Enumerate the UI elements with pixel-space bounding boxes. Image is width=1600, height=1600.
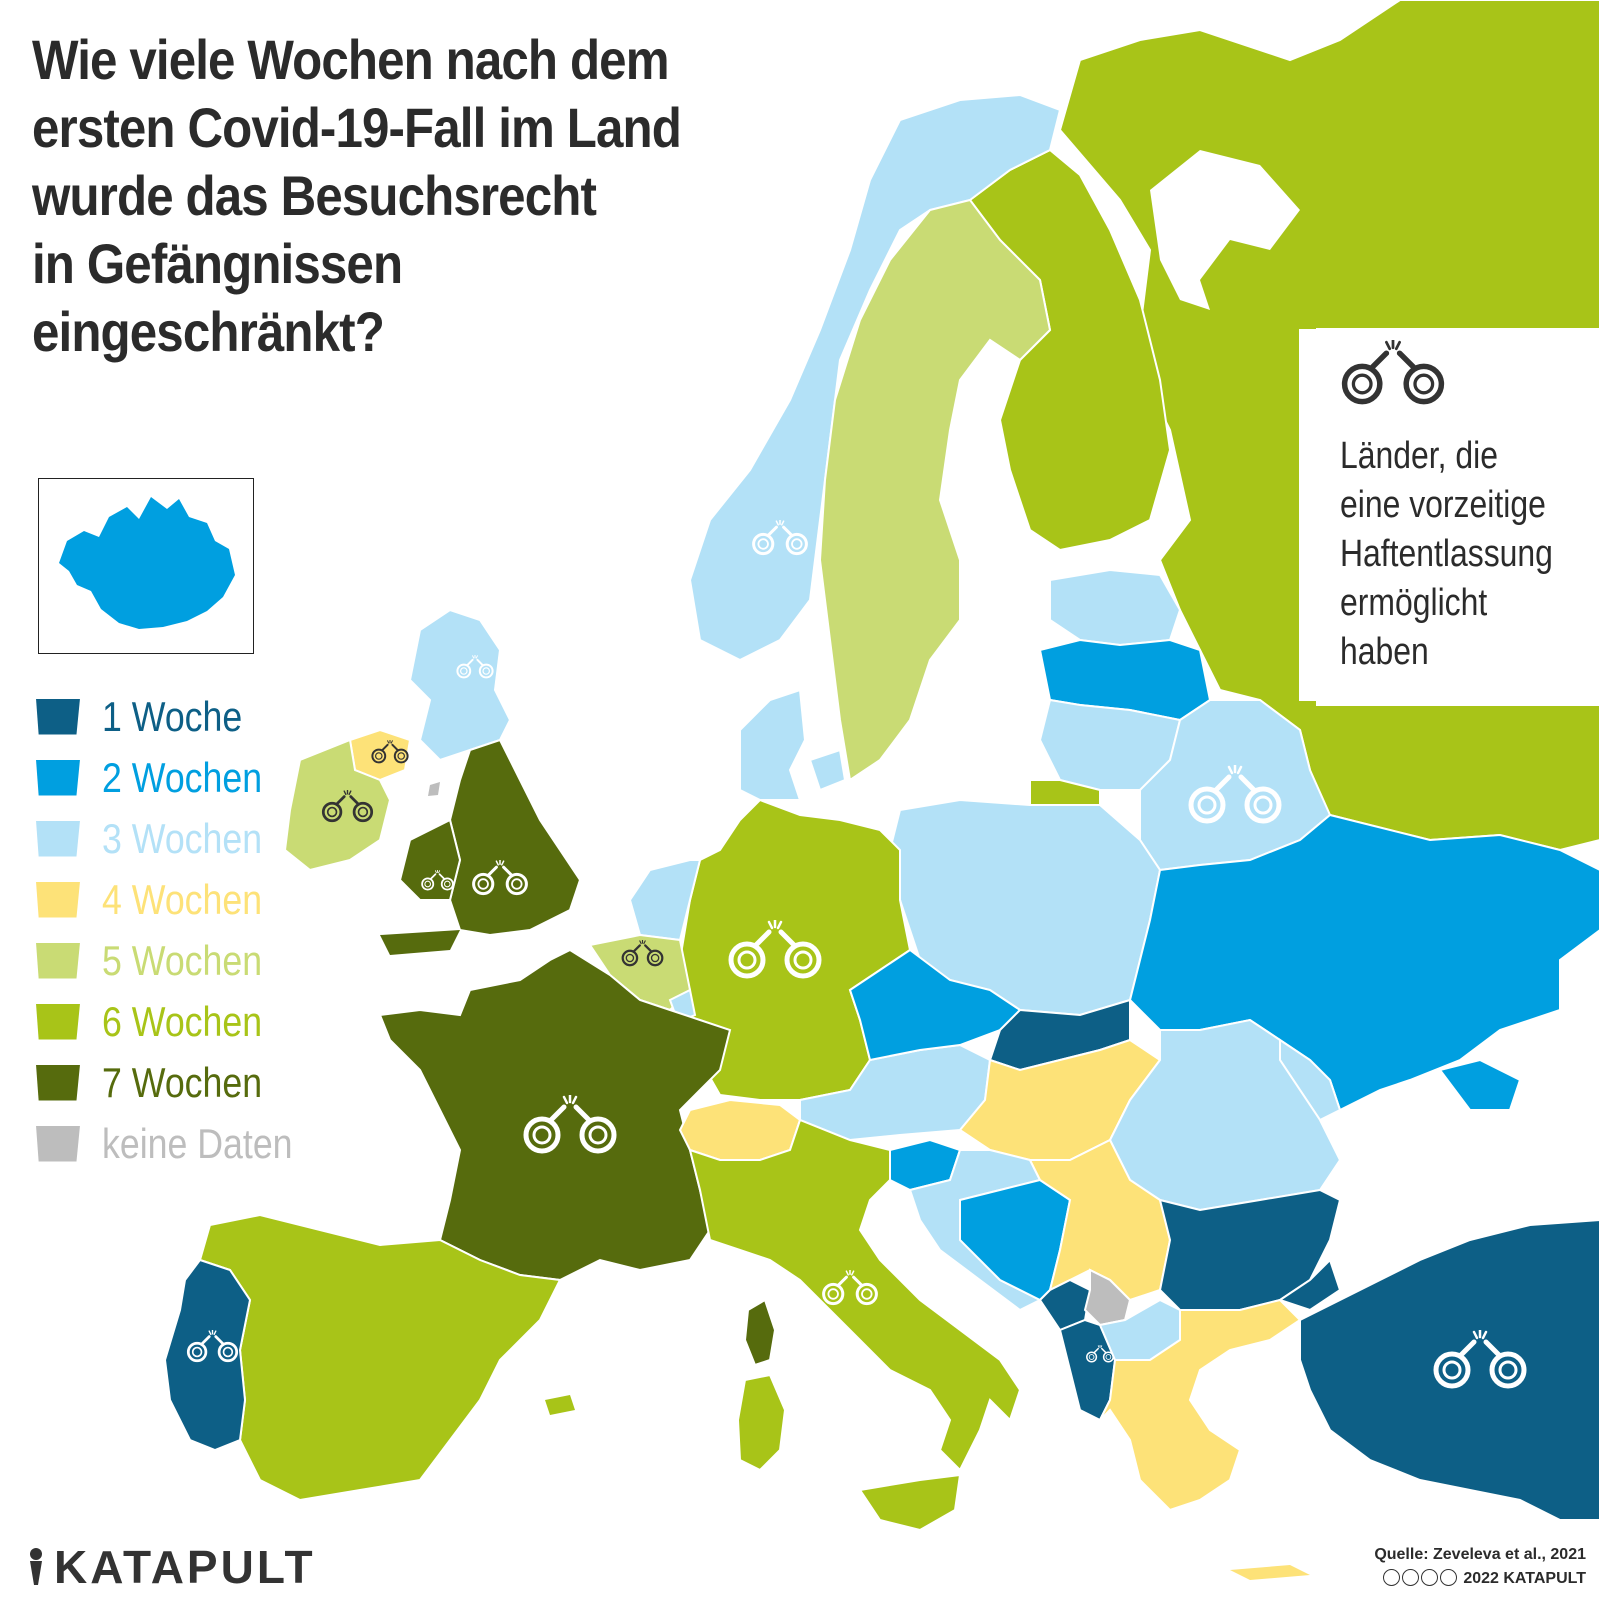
legend-item: keine Daten <box>36 1113 326 1174</box>
note-line: eine vorzeitige <box>1340 484 1546 526</box>
early-release-note: Länder, die eine vorzeitige Haftentlassu… <box>1316 328 1600 706</box>
region-turkey <box>1299 1218 1600 1521</box>
note-line: Haftentlassung <box>1340 533 1553 575</box>
iceland-map <box>59 497 235 629</box>
region-balearic <box>545 1395 575 1415</box>
legend-item: 4 Wochen <box>36 869 326 930</box>
region-scotland <box>408 608 512 762</box>
nd-icon <box>1439 1569 1457 1586</box>
brand-logo: KATAPULT <box>26 1540 316 1594</box>
iceland-inset <box>38 478 254 654</box>
handcuffs-icon <box>1338 340 1448 406</box>
region-wales <box>398 818 462 901</box>
legend-swatch <box>36 1125 80 1162</box>
region-sicily <box>858 1473 962 1532</box>
legend-item: 6 Wochen <box>36 991 326 1052</box>
legend-label: 4 Wochen <box>102 875 263 923</box>
title-line: Wie viele Wochen nach dem <box>32 28 670 91</box>
legend-swatch <box>36 698 80 735</box>
region-corsica <box>743 1298 777 1367</box>
note-line: Länder, die <box>1340 435 1498 477</box>
legend-swatch <box>36 942 80 979</box>
cc-icon <box>1382 1569 1400 1586</box>
legend-item: 2 Wochen <box>36 747 326 808</box>
page-title: Wie viele Wochen nach dem ersten Covid-1… <box>32 26 806 366</box>
region-estonia <box>1049 568 1182 647</box>
legend-swatch <box>36 1064 80 1101</box>
legend-label: 6 Wochen <box>102 997 263 1045</box>
region-iceland <box>59 497 235 629</box>
title-line: in Gefängnissen <box>32 232 403 295</box>
legend-label: 1 Woche <box>102 692 243 740</box>
source-text: Quelle: Zeveleva et al., 2021 <box>1374 1546 1586 1563</box>
legend: 1 Woche 2 Wochen 3 Wochen 4 Wochen 5 Woc… <box>36 686 326 1174</box>
region-crimea <box>1438 1058 1522 1111</box>
catapult-icon <box>30 1548 42 1585</box>
title-line: ersten Covid-19-Fall im Land <box>32 96 682 159</box>
region-italy <box>688 1118 1022 1472</box>
region-netherlands <box>628 859 702 942</box>
legend-item: 7 Wochen <box>36 1052 326 1113</box>
legend-item: 5 Wochen <box>36 930 326 991</box>
source-credit: Quelle: Zeveleva et al., 2021 2022 KATAP… <box>1374 1543 1586 1591</box>
legend-label: keine Daten <box>102 1119 293 1167</box>
legend-swatch <box>36 759 80 796</box>
region-switzerland <box>678 1098 802 1161</box>
note-line: ermöglicht <box>1340 582 1488 624</box>
region-denmark-islands <box>808 748 847 792</box>
region-kaliningrad <box>1029 779 1101 806</box>
region-crete <box>1230 1565 1310 1580</box>
title-line: eingeschränkt? <box>32 300 385 363</box>
legend-swatch <box>36 1003 80 1040</box>
region-sweden <box>818 198 1052 782</box>
region-england <box>448 738 582 937</box>
legend-item: 1 Woche <box>36 686 326 747</box>
note-line: haben <box>1340 631 1429 673</box>
region-greece <box>1099 1298 1302 1512</box>
region-cornwall <box>380 930 460 955</box>
legend-swatch <box>36 881 80 918</box>
region-sardinia <box>736 1373 787 1472</box>
copyright-text: 2022 KATAPULT <box>1463 1570 1586 1587</box>
copyright-line: 2022 KATAPULT <box>1374 1567 1586 1591</box>
nc-icon <box>1420 1569 1438 1586</box>
legend-label: 5 Wochen <box>102 936 263 984</box>
region-portugal <box>163 1258 252 1452</box>
legend-item: 3 Wochen <box>36 808 326 869</box>
legend-label: 3 Wochen <box>102 814 263 862</box>
legend-label: 2 Wochen <box>102 753 263 801</box>
brand-name: KATAPULT <box>54 1541 316 1593</box>
title-line: wurde das Besuchsrecht <box>32 164 597 227</box>
region-norway <box>688 93 1062 662</box>
region-turkey-thrace <box>1277 1258 1342 1312</box>
region-denmark <box>739 688 807 801</box>
legend-label: 7 Wochen <box>102 1058 263 1106</box>
legend-swatch <box>36 820 80 857</box>
region-serbia <box>1028 1138 1172 1302</box>
note-text: Länder, die eine vorzeitige Haftentlassu… <box>1340 432 1553 677</box>
by-icon <box>1401 1569 1419 1586</box>
region-isle-of-man <box>428 782 440 796</box>
